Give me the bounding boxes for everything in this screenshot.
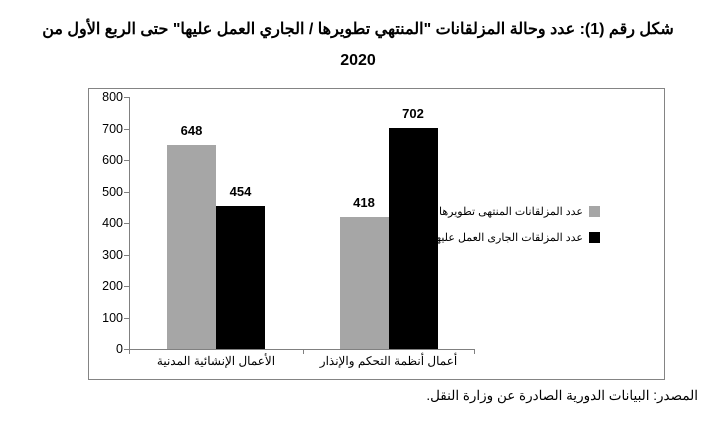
y-axis-tick [124,191,129,193]
y-axis-tick-label: 600 [102,153,123,167]
legend-label: عدد المزلقانات المنتهى تطويرها [439,205,583,218]
y-axis-tick-label: 800 [102,90,123,104]
y-axis-tick-label: 200 [102,279,123,293]
y-axis-tick [124,254,129,256]
bar-black-cat2 [388,127,438,349]
bar-gray-cat2 [339,217,389,349]
bar-black-cat1 [216,205,265,349]
x-axis-tick [129,350,130,354]
y-axis-line [129,97,130,350]
bar-value-label: 648 [180,122,203,138]
legend-item: عدد المزلقات الجارى العمل عليها [433,230,600,244]
y-axis-tick [124,286,129,287]
legend-swatch-gray [589,205,600,217]
y-axis-tick-label: 700 [102,121,123,136]
bar-value-label: 702 [402,105,424,121]
y-axis-tick-label: 500 [102,184,123,199]
figure-title: شكل رقم (1): عدد وحالة المزلقانات "المنت… [10,14,706,76]
x-axis-category-label: أعمال أنظمة التحكم والإنذار [319,354,458,368]
y-axis-tick [124,160,129,161]
bar-value-label: 454 [229,183,252,199]
figure-title-line1: شكل رقم (1): عدد وحالة المزلقانات "المنت… [42,21,674,38]
y-axis-tick [124,223,129,224]
figure-title-line2: 2020 [340,52,376,69]
legend-item: عدد المزلقانات المنتهى تطويرها [439,204,600,218]
y-axis-tick [124,317,129,319]
x-axis-category-label: الأعمال الإنشائية المدنية [156,354,276,368]
y-axis-tick [124,349,129,350]
legend-swatch-black [589,231,600,243]
source-note: المصدر: البيانات الدورية الصادرة عن وزار… [426,388,698,403]
x-axis-tick [303,350,304,354]
y-axis-tick-label: 400 [102,216,123,230]
x-axis-tick [474,350,475,354]
y-axis-tick [124,128,129,130]
bar-value-label: 418 [353,195,375,211]
y-axis-tick-label: 100 [102,310,123,325]
x-axis-line [129,349,475,350]
bar-gray-cat1 [167,144,216,349]
y-axis-tick-label: 300 [102,247,123,262]
legend-label: عدد المزلقات الجارى العمل عليها [432,231,583,244]
chart-area: 0 100 200 300 400 500 600 700 800 648 454 الأعمال ا… [88,88,665,380]
y-axis-tick [124,97,129,98]
y-axis-tick-label: 0 [116,342,123,356]
